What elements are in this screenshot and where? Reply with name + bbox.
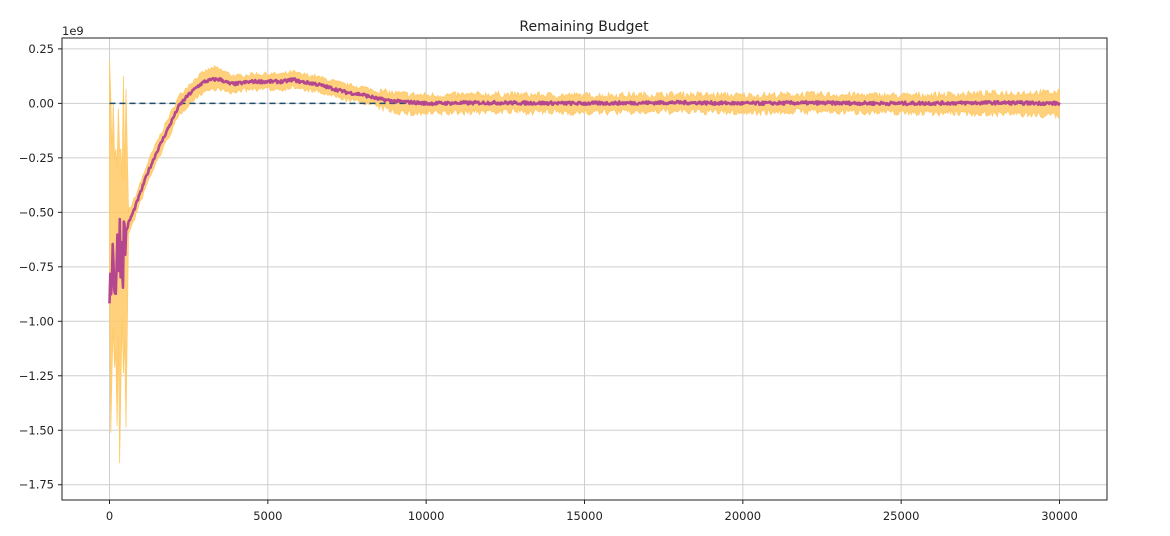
chart-title: Remaining Budget	[519, 19, 649, 35]
y-tick-label: −0.25	[19, 151, 54, 165]
x-tick-label: 5000	[253, 509, 282, 523]
plot-series	[108, 59, 1061, 464]
x-tick-label: 0	[106, 509, 113, 523]
mean-line	[108, 76, 1061, 304]
y-tick-label: −0.50	[19, 205, 54, 219]
x-tick-label: 15000	[566, 509, 603, 523]
y-tick-label: −0.75	[19, 260, 54, 274]
y-tick-label: 0.25	[28, 42, 54, 56]
grid-lines	[62, 38, 1107, 500]
x-axis: 0 5000 10000 15000 20000 25000 30000	[106, 500, 1078, 523]
x-tick-label: 30000	[1041, 509, 1078, 523]
y-tick-label: −1.00	[19, 314, 54, 328]
y-tick-label: −1.25	[19, 369, 54, 383]
std-band	[109, 59, 1060, 464]
y-tick-label: −1.50	[19, 423, 54, 437]
y-axis: 0.25 0.00 −0.25 −0.50 −0.75 −1.00 −1.25 −1.50 −1…	[19, 42, 62, 492]
x-tick-label: 20000	[725, 509, 762, 523]
y-scale-exponent: 1e9	[62, 24, 84, 38]
y-tick-label: −1.75	[19, 478, 54, 492]
x-tick-label: 10000	[408, 509, 445, 523]
x-tick-label: 25000	[883, 509, 920, 523]
y-tick-label: 0.00	[28, 96, 54, 110]
